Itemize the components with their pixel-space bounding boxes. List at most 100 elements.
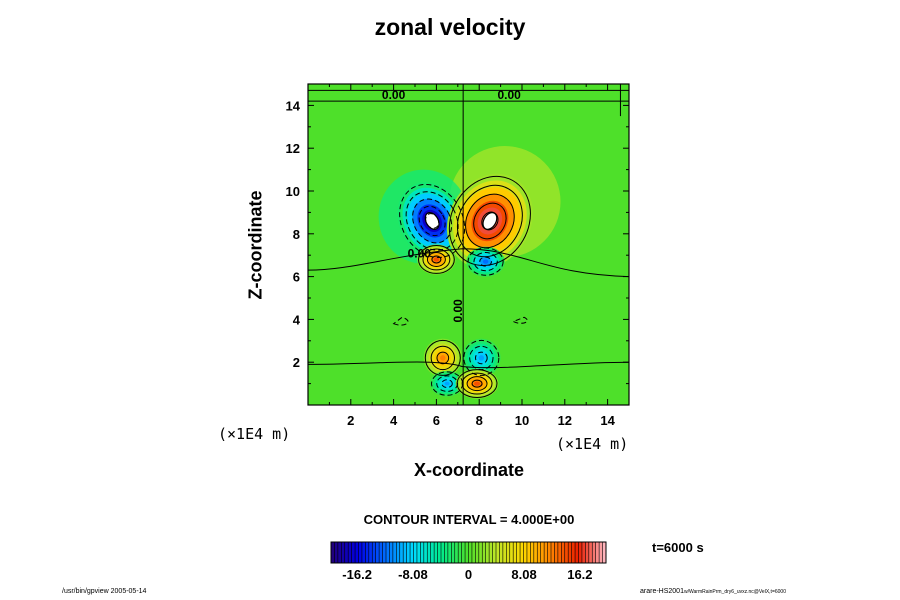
colorbar-segment <box>447 542 452 563</box>
negative-core-mid-right-contour <box>479 256 492 267</box>
negative-core-mid-right-contour <box>467 247 504 276</box>
positive-core-upper-right-contour <box>473 202 507 240</box>
positive-core-bottom-right-contour <box>456 369 498 399</box>
colorbar-segment <box>492 542 497 563</box>
negative-core-low-right-contour <box>475 351 488 365</box>
y-tick-label: 12 <box>286 141 300 156</box>
zero-contour <box>308 361 629 369</box>
negative-core-upper-left-contour <box>399 183 466 258</box>
positive-core-mid-left-contour <box>422 248 451 271</box>
colorbar-segment <box>526 542 531 563</box>
positive-core-upper-right-contour <box>465 193 515 249</box>
colorbar-segment <box>482 542 487 563</box>
zero-contour <box>392 316 409 326</box>
colorbar-segment <box>416 542 421 563</box>
colorbar-segment <box>485 542 490 563</box>
colorbar-segment <box>403 542 408 563</box>
colorbar-segment <box>571 542 576 563</box>
colorbar-segment <box>533 542 538 563</box>
chart-title: zonal velocity <box>374 14 526 40</box>
negative-core-mid-right-contour <box>473 252 498 272</box>
colorbar-segment <box>331 542 335 563</box>
colorbar-segment <box>575 542 579 563</box>
colorbar-segment <box>451 542 456 563</box>
x-tick-label: 14 <box>600 413 615 428</box>
colorbar-segment <box>458 542 463 563</box>
colorbar-segment <box>355 542 359 563</box>
colorbar-segment <box>499 542 504 563</box>
colorbar-segment <box>578 542 583 563</box>
positive-core-low-left-shade <box>440 355 446 361</box>
plot-frame <box>307 83 630 406</box>
colorbar-segment <box>520 542 524 563</box>
positive-core-bottom-right-contour <box>466 376 488 392</box>
contour-labels: 0.00 0.00 0.00 0.00 <box>382 88 521 323</box>
colorbar-segment <box>430 542 435 563</box>
negative-core-upper-left-contour <box>425 213 440 229</box>
positive-core-bottom-right-contour <box>471 379 483 388</box>
negative-core-low-right-shade <box>478 355 485 361</box>
colorbar-segment <box>454 542 459 563</box>
colorbar-segment <box>585 542 590 563</box>
colorbar-segment <box>506 542 511 563</box>
colorbar-segment <box>375 542 380 563</box>
positive-core-bottom-right-shade <box>474 381 481 386</box>
colorbar-segment <box>423 542 428 563</box>
colorbar-segment <box>530 542 535 563</box>
y-tick-label: 6 <box>293 270 300 285</box>
colorbar-tick-label: 8.08 <box>511 567 536 582</box>
colorbar: -16.2 -8.08 0 8.08 16.2 <box>330 541 607 582</box>
x-tick-label: 10 <box>515 413 529 428</box>
colorbar-segment <box>389 542 394 563</box>
x-tick-label: 2 <box>347 413 354 428</box>
colorbar-segment <box>602 542 607 563</box>
colorbar-segment <box>399 542 404 563</box>
colorbar-segment <box>523 542 528 563</box>
time-label: t=6000 s <box>652 540 704 555</box>
plot-area <box>308 84 629 405</box>
positive-core-mid-left-contour <box>426 252 446 267</box>
colorbar-segment <box>537 542 542 563</box>
colorbar-segment <box>351 542 356 563</box>
x-tick-label: 4 <box>390 413 398 428</box>
positive-core-mid-left-contour <box>417 245 455 274</box>
colorbar-segment <box>540 542 545 563</box>
zero-contour <box>308 248 629 278</box>
colorbar-segment <box>365 542 370 563</box>
colorbar-frame <box>330 541 607 564</box>
contour-label: 0.00 <box>408 246 432 260</box>
colorbar-segment <box>595 542 600 563</box>
colorbar-segment <box>348 542 353 563</box>
colorbar-segment <box>547 542 552 563</box>
colorbar-segment <box>337 542 342 563</box>
footer-command: /usr/bin/gpview 2005-05-14 <box>62 588 147 595</box>
negative-core-mid-right-shade <box>482 259 489 264</box>
y-tick-label: 2 <box>293 355 300 370</box>
colorbar-segment <box>561 542 566 563</box>
colorbar-segment <box>592 542 597 563</box>
zero-contour <box>512 316 528 324</box>
colorbar-tick-label: 16.2 <box>567 567 592 582</box>
negative-core-low-right-contour <box>463 339 500 376</box>
y-tick-label: 10 <box>286 184 300 199</box>
colorbar-segment <box>564 542 569 563</box>
colorbar-segment <box>471 542 476 563</box>
colorbar-segment <box>568 542 573 563</box>
colorbar-segment <box>361 542 366 563</box>
colorbar-segment <box>588 542 593 563</box>
x-tick-label: 8 <box>476 413 483 428</box>
contour-label: 0.00 <box>382 88 406 102</box>
colorbar-segment <box>554 542 559 563</box>
colorbar-segment <box>516 542 521 563</box>
negative-core-bottom-left-contour <box>441 379 453 388</box>
colorbar-segment <box>478 542 483 563</box>
negative-core-bottom-left-shade <box>444 381 450 386</box>
positive-core-mid-left-contour <box>431 255 442 264</box>
colorbar-segment <box>420 542 425 563</box>
positive-core-low-left-contour <box>436 351 450 365</box>
negative-core-upper-left-contour <box>418 205 446 237</box>
colorbar-segment <box>444 542 449 563</box>
colorbar-segment <box>461 542 466 563</box>
y-tick-label: 4 <box>293 312 301 327</box>
